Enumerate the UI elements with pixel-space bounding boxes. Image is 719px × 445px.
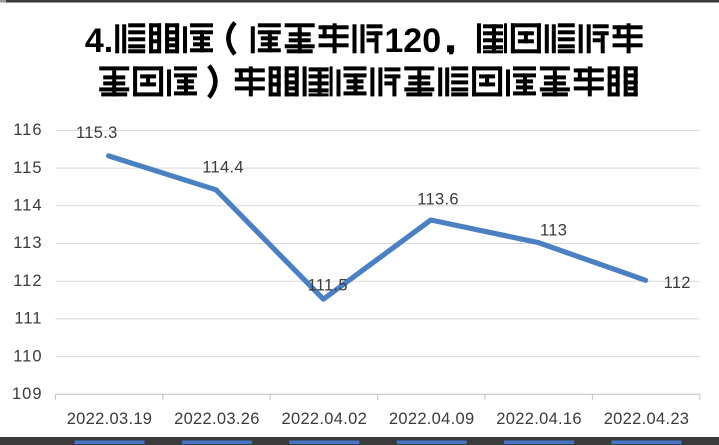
svg-text:112: 112 [664, 274, 691, 292]
svg-text:113.6: 113.6 [417, 191, 459, 209]
svg-text:110: 110 [13, 347, 42, 365]
svg-text:2022.04.16: 2022.04.16 [496, 410, 582, 428]
svg-text:114.4: 114.4 [202, 159, 244, 177]
svg-text:113: 113 [540, 222, 567, 240]
svg-text:114: 114 [13, 197, 42, 215]
svg-text:2022.04.09: 2022.04.09 [389, 410, 475, 428]
svg-text:111.5: 111.5 [308, 276, 348, 294]
svg-text:115: 115 [13, 159, 42, 177]
svg-text:4.: 4. [85, 22, 113, 60]
svg-text:115.3: 115.3 [76, 124, 118, 142]
svg-text:2022.03.19: 2022.03.19 [67, 410, 153, 428]
svg-text:116: 116 [13, 121, 42, 139]
svg-text:111: 111 [14, 310, 42, 328]
svg-text:2022.03.26: 2022.03.26 [174, 410, 260, 428]
svg-text:120: 120 [384, 22, 441, 60]
svg-text:109: 109 [12, 385, 43, 403]
svg-text:112: 112 [13, 272, 42, 290]
svg-text:2022.04.02: 2022.04.02 [282, 410, 368, 428]
svg-text:2022.04.23: 2022.04.23 [604, 410, 690, 428]
svg-text:113: 113 [13, 234, 42, 252]
